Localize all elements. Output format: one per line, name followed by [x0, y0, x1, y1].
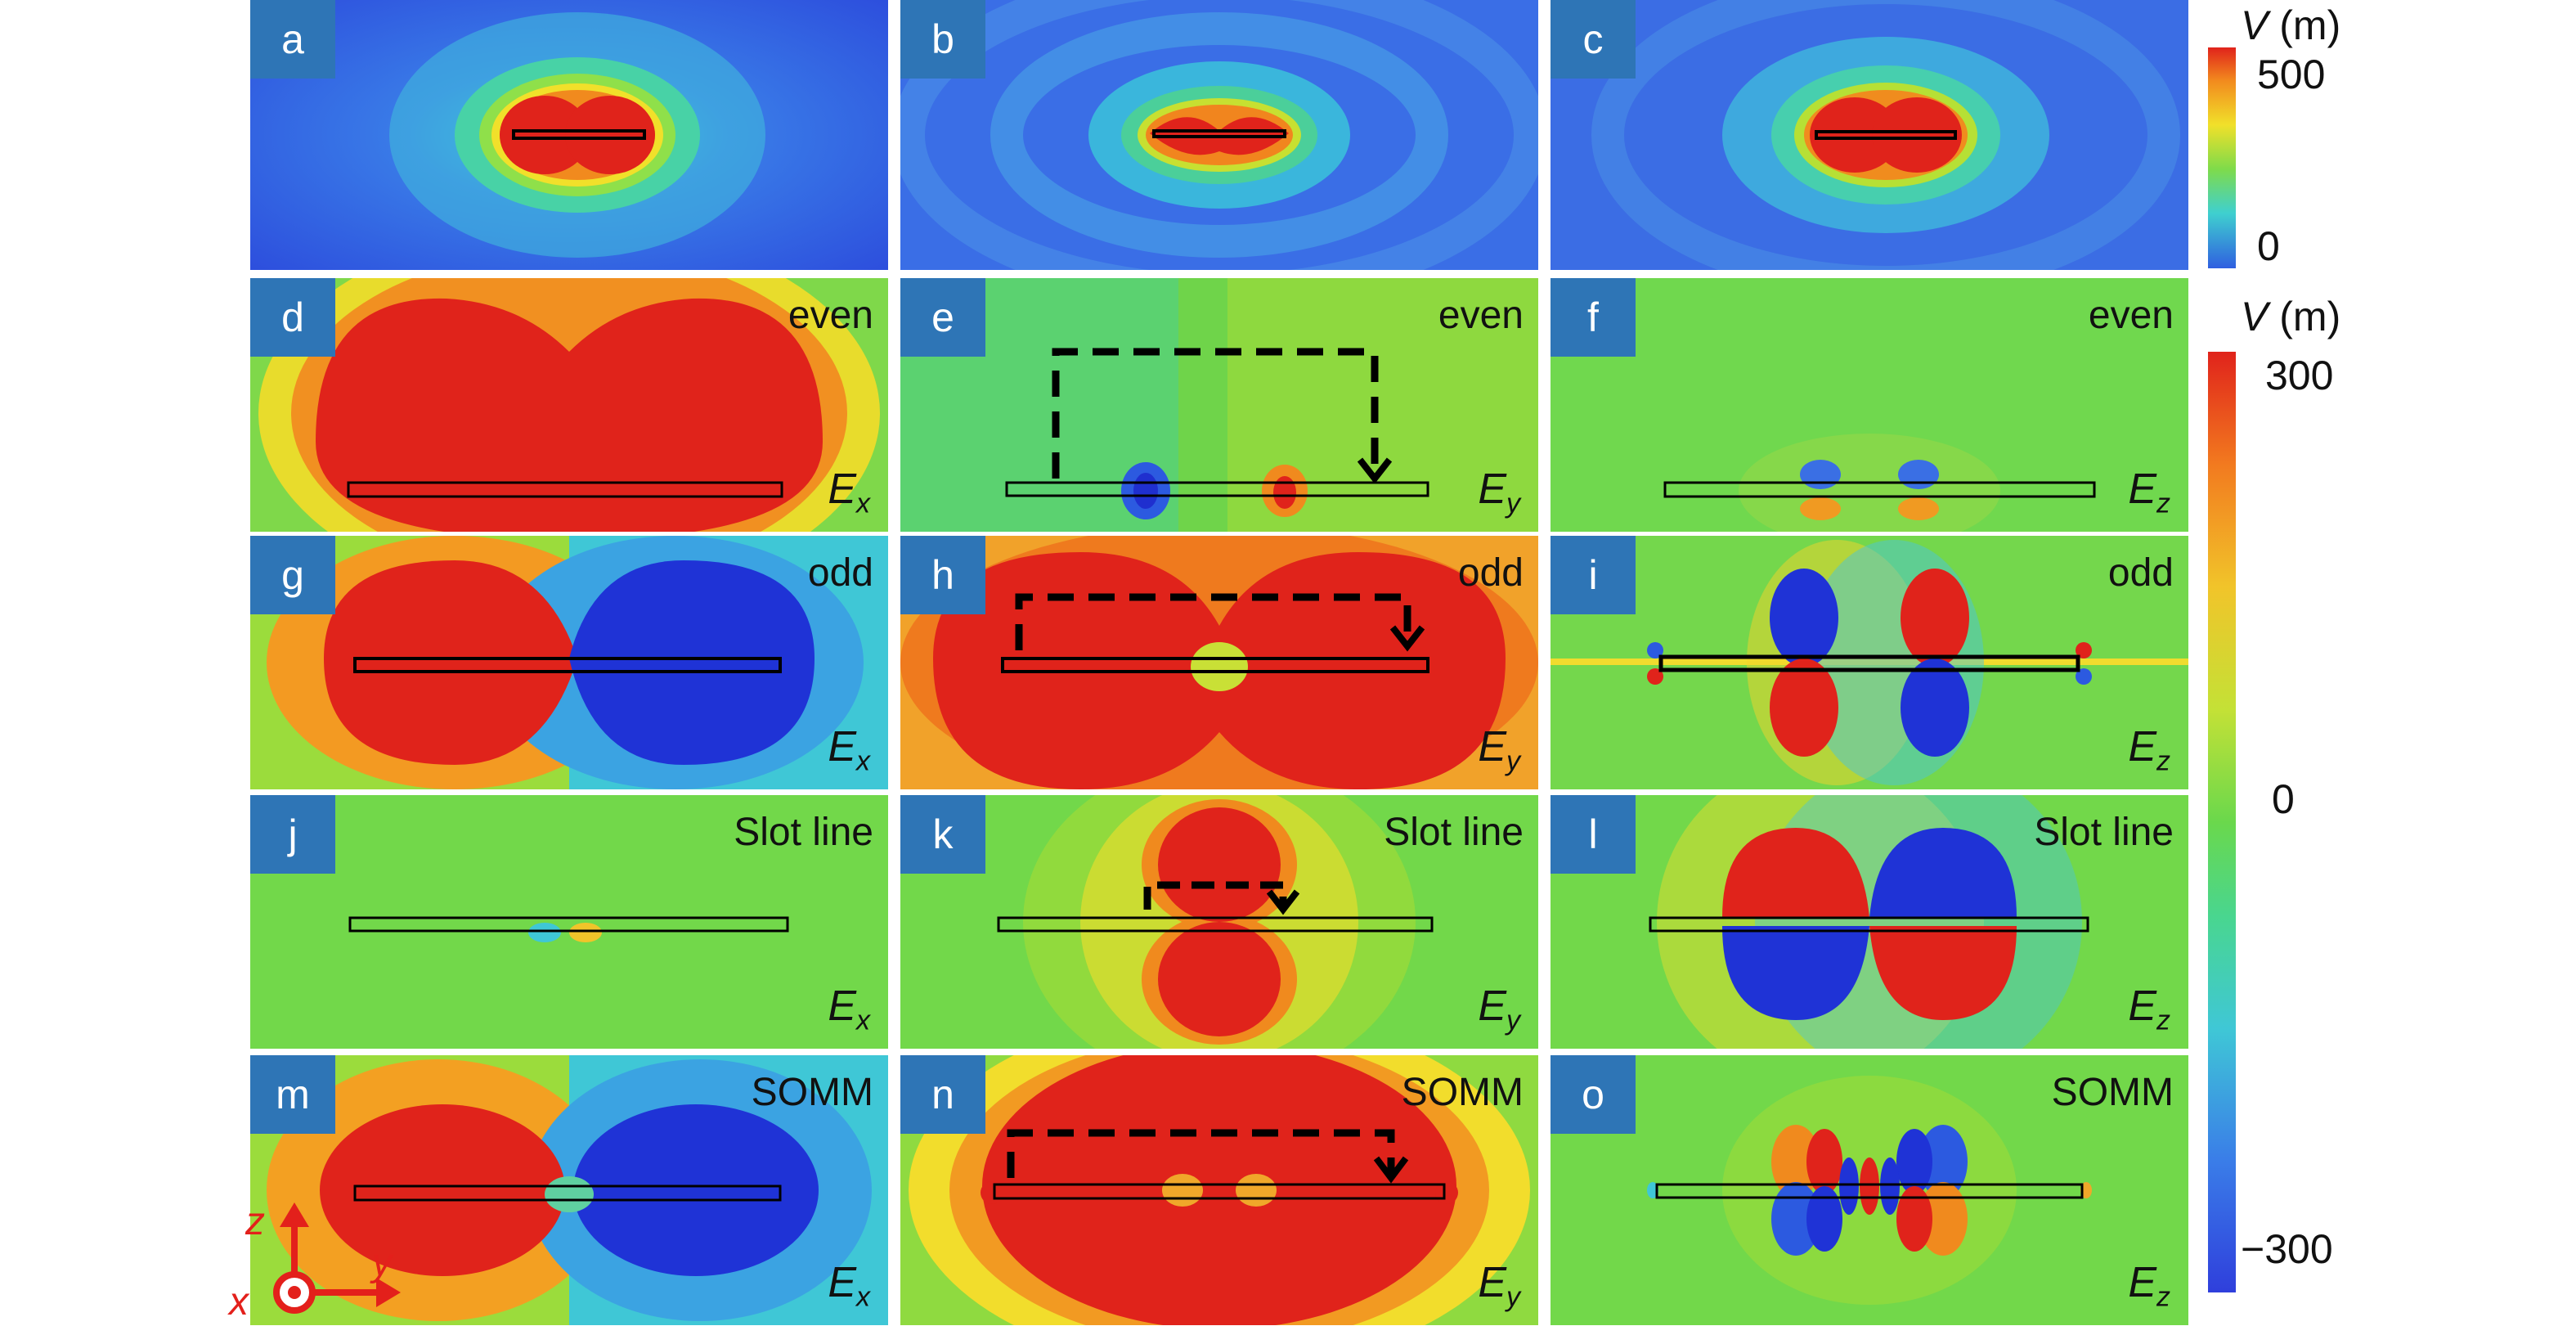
panel-n: n SOMM Ey [900, 1055, 1538, 1325]
bottom-colorbar-min-label: −300 [2241, 1226, 2333, 1272]
field-component-label: Ey [1478, 722, 1520, 776]
panel-label: o [1551, 1055, 1636, 1134]
z-axis-label: z [245, 1200, 265, 1243]
bottom-colorbar-mid-label: 0 [2272, 776, 2295, 822]
panel-label: l [1551, 795, 1636, 874]
panel-label: h [900, 536, 985, 614]
panel-m: m SOMM Ex [250, 1055, 888, 1325]
top-colorbar-max-label: 500 [2257, 52, 2326, 97]
field-component-label: Ey [1478, 982, 1520, 1036]
top-colorbar-min-label: 0 [2257, 223, 2280, 269]
panel-label: c [1551, 0, 1636, 79]
mode-label: even [788, 294, 873, 337]
mode-label: Slot line [2034, 811, 2174, 854]
top-colorbar [2208, 47, 2236, 268]
x-axis-label: x [229, 1280, 249, 1324]
panel-o: o SOMM Ez [1551, 1055, 2188, 1325]
panel-j: j Slot line Ex [250, 795, 888, 1049]
panel-label: f [1551, 278, 1636, 357]
field-component-label: Ey [1478, 1258, 1520, 1312]
panel-i: i odd Ez [1551, 536, 2188, 789]
mode-label: Slot line [1384, 811, 1524, 854]
panel-f: f even Ez [1551, 278, 2188, 532]
bottom-colorbar-max-label: 300 [2265, 353, 2334, 398]
mode-label: odd [807, 551, 873, 595]
panel-d: d even Ex [250, 278, 888, 532]
mode-label: Slot line [734, 811, 873, 854]
panel-label: k [900, 795, 985, 874]
panel-e: e even Ey [900, 278, 1538, 532]
top-colorbar-title: V (m) [2241, 2, 2341, 48]
panel-h: h odd Ey [900, 536, 1538, 789]
panel-label: b [900, 0, 985, 79]
field-component-label: Ex [828, 465, 870, 519]
panel-label: j [250, 795, 335, 874]
coordinate-axes: z y x [229, 1202, 417, 1326]
mode-label: SOMM [1401, 1071, 1524, 1114]
mode-label: odd [1457, 551, 1524, 595]
field-component-label: Ex [828, 722, 870, 776]
y-axis-label: y [372, 1241, 392, 1284]
panel-label: d [250, 278, 335, 357]
panel-label: g [250, 536, 335, 614]
panel-label: m [250, 1055, 335, 1134]
field-component-label: Ez [2128, 465, 2170, 519]
mode-label: even [2088, 294, 2174, 337]
panel-b: b [900, 0, 1538, 270]
field-component-label: Ey [1478, 465, 1520, 519]
field-component-label: Ez [2128, 1258, 2170, 1312]
bottom-colorbar [2208, 352, 2236, 1292]
panel-label: i [1551, 536, 1636, 614]
panel-g: g odd Ex [250, 536, 888, 789]
panel-label: n [900, 1055, 985, 1134]
panel-label: e [900, 278, 985, 357]
panel-label: a [250, 0, 335, 79]
field-component-label: Ez [2128, 722, 2170, 776]
panel-l: l Slot line Ez [1551, 795, 2188, 1049]
panel-c: c [1551, 0, 2188, 270]
mode-label: odd [2107, 551, 2174, 595]
panel-k: k Slot line Ey [900, 795, 1538, 1049]
panel-a: a [250, 0, 888, 270]
field-component-label: Ez [2128, 982, 2170, 1036]
mode-label: SOMM [751, 1071, 873, 1114]
mode-label: SOMM [2051, 1071, 2174, 1114]
bottom-colorbar-title: V (m) [2241, 294, 2341, 339]
field-component-label: Ex [828, 1258, 870, 1312]
field-component-label: Ex [828, 982, 870, 1036]
mode-label: even [1438, 294, 1524, 337]
